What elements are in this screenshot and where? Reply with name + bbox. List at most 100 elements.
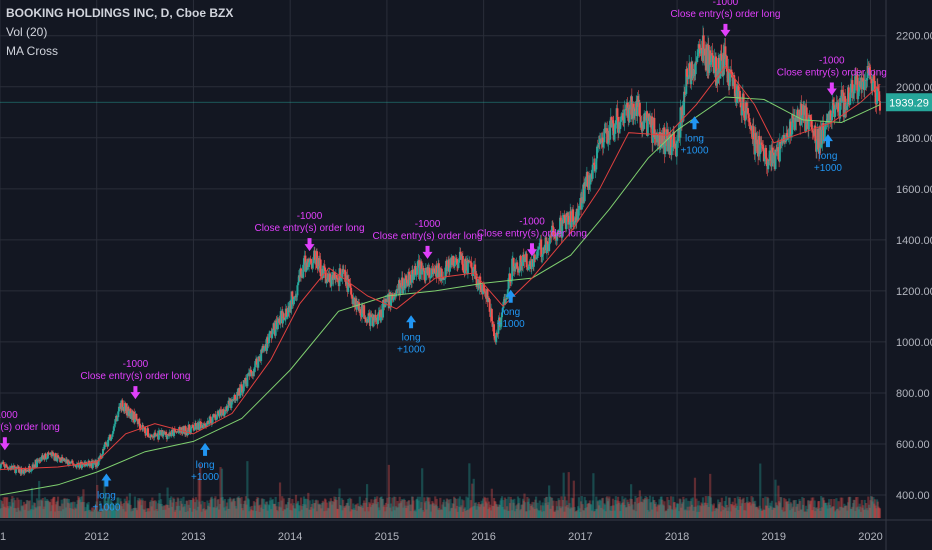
volume-bar — [665, 510, 668, 518]
long-signal-qty: +1000 — [680, 145, 709, 156]
volume-bar — [499, 500, 502, 518]
volume-bar — [452, 503, 455, 518]
symbol-title[interactable]: BOOKING HOLDINGS INC, D, Cboe BZX — [6, 6, 234, 20]
volume-bar — [550, 497, 554, 518]
volume-bar — [231, 501, 234, 518]
candle-body — [100, 457, 103, 459]
volume-bar — [15, 511, 18, 518]
volume-bar — [559, 508, 562, 518]
volume-bar — [442, 502, 445, 518]
volume-bar — [863, 499, 866, 518]
volume-bar — [136, 510, 139, 518]
volume-bar — [768, 505, 771, 518]
volume-bar — [178, 505, 181, 518]
volume-bar — [156, 511, 159, 518]
volume-bar — [835, 498, 838, 518]
candle-body — [405, 275, 408, 281]
volume-bar — [120, 501, 123, 518]
candle-body — [160, 431, 163, 436]
volume-bar — [422, 511, 425, 518]
candle-body — [416, 267, 419, 275]
candle-body — [275, 320, 278, 322]
volume-indicator-label[interactable]: Vol (20) — [6, 25, 48, 39]
volume-bar — [123, 498, 126, 518]
candle-body — [462, 270, 465, 273]
volume-bar — [379, 497, 382, 518]
volume-bar — [749, 502, 752, 518]
candle-body — [284, 319, 287, 321]
volume-bar — [602, 509, 605, 518]
volume-bar — [65, 498, 68, 518]
volume-bar — [126, 503, 129, 518]
volume-bar — [857, 506, 860, 518]
volume-bar — [240, 497, 243, 518]
volume-bar — [204, 510, 207, 518]
volume-bar — [534, 499, 537, 518]
volume-bar — [785, 501, 789, 518]
volume-bar — [1, 501, 4, 518]
volume-bar — [331, 504, 334, 518]
candle-body — [775, 149, 778, 152]
volume-bar — [401, 499, 404, 518]
volume-bar — [750, 496, 753, 518]
candle-body — [815, 140, 818, 152]
volume-bar — [270, 509, 273, 518]
volume-bar — [35, 508, 38, 518]
candle-body — [821, 122, 824, 144]
volume-bar — [670, 508, 673, 518]
candle-body — [411, 270, 414, 274]
volume-bar — [169, 500, 172, 518]
candle-body — [165, 431, 168, 436]
volume-bar — [635, 498, 639, 518]
volume-bar — [398, 496, 401, 518]
volume-bar — [157, 503, 160, 518]
volume-bar — [854, 511, 857, 518]
volume-bar — [167, 507, 171, 518]
volume-bar — [672, 496, 675, 518]
volume-bar — [96, 511, 100, 518]
volume-bar — [656, 511, 659, 518]
volume-bar — [682, 496, 685, 518]
candle-body — [405, 280, 408, 284]
volume-bar — [470, 507, 473, 518]
volume-bar — [151, 497, 154, 518]
volume-bar — [303, 498, 306, 518]
volume-bar — [192, 499, 195, 518]
volume-bar — [259, 504, 262, 518]
candle-body — [71, 460, 74, 464]
volume-bar — [463, 507, 467, 518]
volume-bar — [583, 496, 586, 518]
candle-body — [871, 83, 874, 92]
candle-body — [70, 461, 73, 464]
volume-bar — [130, 508, 134, 518]
volume-bar — [294, 508, 297, 518]
volume-bar — [67, 502, 70, 518]
candle-body — [273, 323, 276, 331]
candle-body — [443, 278, 446, 280]
volume-bar — [481, 503, 484, 518]
candle-body — [234, 394, 237, 400]
volume-bar — [239, 498, 242, 518]
volume-bar — [840, 506, 843, 518]
volume-bar — [389, 503, 393, 518]
volume-bar — [519, 510, 522, 518]
candle-body — [637, 95, 640, 107]
strategy-label[interactable]: MA Cross — [6, 44, 59, 58]
candle-body — [57, 455, 60, 458]
volume-bar — [701, 497, 705, 518]
volume-bar — [228, 497, 232, 518]
candle-body — [796, 109, 799, 116]
volume-bar — [204, 509, 208, 518]
volume-bar — [55, 501, 58, 518]
candle-body — [109, 439, 112, 440]
volume-bar — [339, 505, 343, 518]
volume-bar — [587, 503, 591, 518]
candle-body — [454, 258, 457, 263]
volume-bar — [399, 503, 402, 518]
volume-bar — [475, 509, 478, 518]
volume-bar — [212, 507, 216, 518]
volume-bar — [878, 508, 882, 518]
candle-body — [869, 71, 872, 80]
volume-bar — [237, 496, 240, 518]
